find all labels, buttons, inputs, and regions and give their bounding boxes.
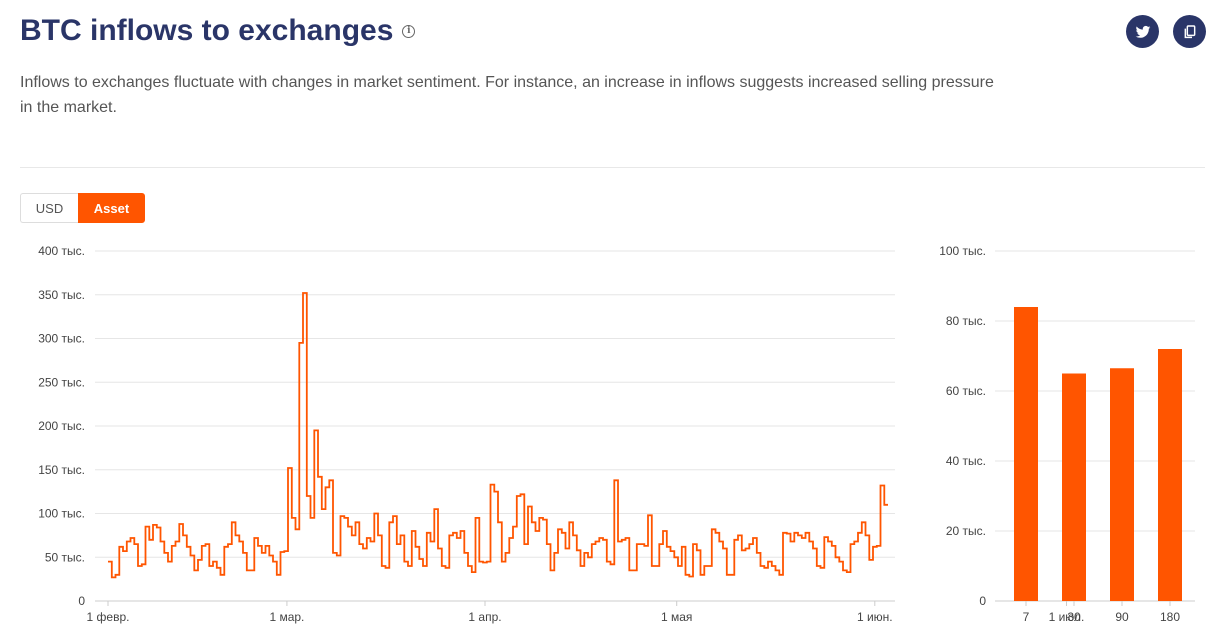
twitter-icon	[1135, 25, 1150, 38]
info-icon[interactable]: i	[402, 24, 416, 38]
bar-y-tick-label: 20 тыс.	[946, 524, 986, 538]
copy-icon	[1184, 24, 1195, 38]
line-y-tick-label: 300 тыс.	[38, 332, 85, 346]
line-x-tick-label: 1 июн.	[857, 610, 893, 624]
bar-y-tick-label: 100 тыс.	[939, 244, 986, 258]
line-x-tick-label: 1 апр.	[468, 610, 501, 624]
twitter-share-button[interactable]	[1126, 15, 1159, 48]
bar-y-tick-label: 40 тыс.	[946, 454, 986, 468]
bar-y-tick-label: 80 тыс.	[946, 314, 986, 328]
bar-7	[1014, 307, 1038, 601]
line-x-tick-label: 1 июл.	[1049, 610, 1085, 624]
copy-link-button[interactable]	[1173, 15, 1206, 48]
bar-y-tick-label: 60 тыс.	[946, 384, 986, 398]
inflows-series-line	[108, 292, 888, 579]
divider	[20, 167, 1205, 168]
line-y-tick-label: 0	[78, 594, 85, 608]
title-text: BTC inflows to exchanges	[20, 14, 394, 47]
bar-x-tick-label: 90	[1115, 610, 1129, 624]
line-y-tick-label: 50 тыс.	[45, 550, 85, 564]
asset-toggle-button[interactable]: Asset	[78, 193, 145, 223]
line-y-tick-label: 200 тыс.	[38, 419, 85, 433]
bar-180	[1158, 349, 1182, 601]
unit-toggle: USD Asset	[20, 193, 145, 223]
line-x-tick-label: 1 февр.	[87, 610, 130, 624]
line-y-tick-label: 350 тыс.	[38, 288, 85, 302]
bar-30	[1062, 373, 1086, 601]
usd-toggle-button[interactable]: USD	[20, 193, 78, 223]
bar-x-tick-label: 180	[1160, 610, 1180, 624]
line-x-tick-label: 1 мая	[661, 610, 692, 624]
bar-x-tick-label: 30	[1067, 610, 1081, 624]
chart-description: Inflows to exchanges fluctuate with chan…	[20, 74, 994, 116]
line-x-tick-label: 1 мар.	[269, 610, 304, 624]
bar-y-tick-label: 0	[979, 594, 986, 608]
line-y-tick-label: 150 тыс.	[38, 463, 85, 477]
page-title: BTC inflows to exchanges i	[20, 14, 416, 48]
line-y-tick-label: 250 тыс.	[38, 375, 85, 389]
line-y-tick-label: 400 тыс.	[38, 244, 85, 258]
bar-90	[1110, 368, 1134, 601]
bar-x-tick-label: 7	[1023, 610, 1030, 624]
line-y-tick-label: 100 тыс.	[38, 507, 85, 521]
